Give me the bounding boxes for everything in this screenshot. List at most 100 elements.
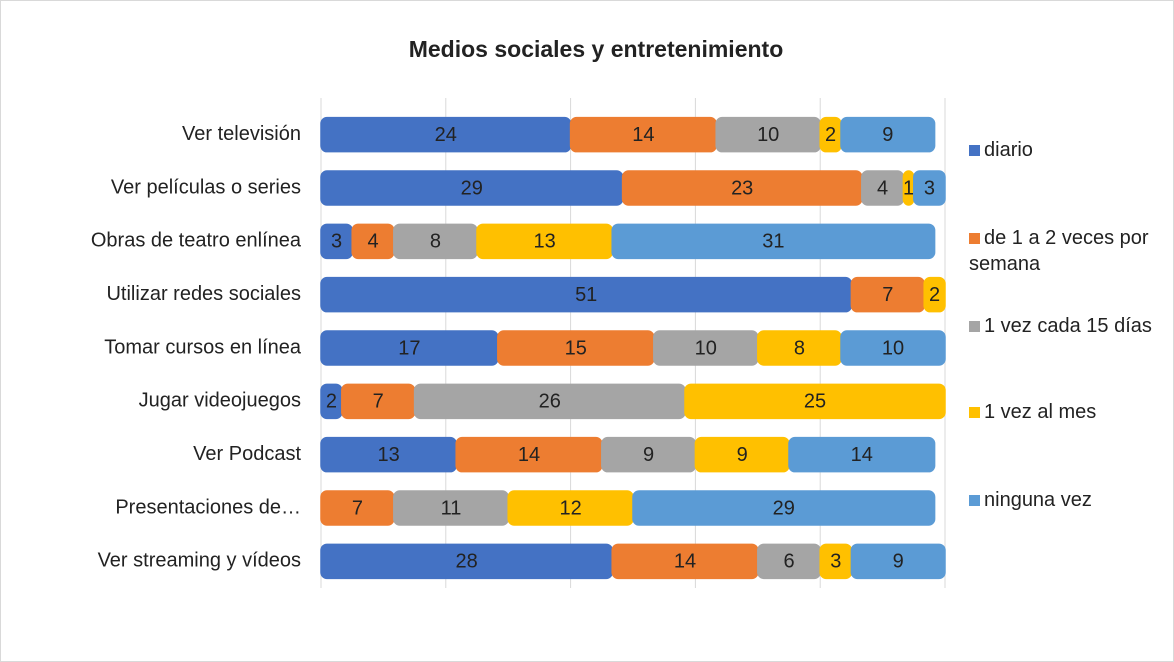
bar-shade <box>321 331 498 365</box>
bar-shade <box>757 544 821 579</box>
value-label: 51 <box>575 284 597 306</box>
value-label: 29 <box>773 497 795 519</box>
legend-item: de 1 a 2 veces por semana <box>969 225 1154 277</box>
value-label: 4 <box>877 177 888 199</box>
value-label: 2 <box>929 284 940 306</box>
legend-label: diario <box>984 139 1033 161</box>
legend-label: ninguna vez <box>984 489 1092 511</box>
category-label: Tomar cursos en línea <box>104 336 302 358</box>
value-label: 3 <box>830 551 841 573</box>
legend-item: diario <box>969 137 1154 163</box>
legend-label: de 1 a 2 veces por semana <box>969 227 1149 275</box>
bar-shade <box>321 384 342 419</box>
category-label: Jugar videojuegos <box>139 390 301 412</box>
value-label: 26 <box>539 391 561 413</box>
bar-shade <box>820 544 852 579</box>
bar-shade <box>321 117 571 152</box>
category-label: Ver Podcast <box>193 443 301 465</box>
chart-title: Medios sociales y entretenimiento <box>409 36 784 62</box>
category-label: Obras de teatro enlínea <box>91 230 302 252</box>
legend-label: 1 vez cada 15 días <box>984 315 1152 337</box>
bar-shade <box>757 331 841 365</box>
bar-shade <box>913 171 945 205</box>
bar-shade <box>508 491 633 525</box>
bar-shade <box>841 117 935 152</box>
value-label: 3 <box>331 231 342 253</box>
value-label: 14 <box>674 551 696 573</box>
bar-shade <box>393 491 509 525</box>
bar-shade <box>321 277 852 312</box>
bar-shade <box>633 491 935 525</box>
value-label: 24 <box>435 124 457 146</box>
value-label: 9 <box>643 444 654 466</box>
bar-shade <box>570 117 717 152</box>
value-label: 28 <box>455 551 477 573</box>
bar-shade <box>653 331 758 365</box>
bar-shade <box>341 384 415 419</box>
value-label: 12 <box>559 497 581 519</box>
value-label: 10 <box>695 337 717 359</box>
value-label: 8 <box>794 337 805 359</box>
value-label: 14 <box>518 444 540 466</box>
value-label: 3 <box>924 177 935 199</box>
bar-shade <box>841 331 945 365</box>
category-label: Utilizar redes sociales <box>106 283 301 305</box>
category-label: Ver películas o series <box>111 176 301 198</box>
value-label: 13 <box>533 231 555 253</box>
bar-shade <box>414 384 685 419</box>
bar-shade <box>820 117 841 152</box>
value-label: 14 <box>851 444 873 466</box>
legend-item: 1 vez cada 15 días <box>969 313 1154 339</box>
bar-shade <box>612 224 935 259</box>
bar-shade <box>601 437 696 472</box>
bar-shade <box>497 331 654 365</box>
value-label: 1 <box>903 177 914 199</box>
value-label: 11 <box>441 497 462 519</box>
value-label: 2 <box>825 124 836 146</box>
legend-swatch <box>969 321 980 332</box>
category-label: Ver streaming y vídeos <box>98 550 301 572</box>
bar-shade <box>622 171 862 205</box>
bar-shade <box>321 437 457 472</box>
value-label: 15 <box>565 337 587 359</box>
bar-shade <box>851 277 925 312</box>
bar-shade <box>321 224 353 259</box>
legend-swatch <box>969 145 980 156</box>
value-label: 31 <box>762 231 784 253</box>
bar-shade <box>393 224 477 259</box>
value-label: 8 <box>430 231 441 253</box>
bar-shade <box>352 224 394 259</box>
value-label: 7 <box>882 284 893 306</box>
bar-shade <box>924 277 945 312</box>
legend-item: ninguna vez <box>969 487 1154 513</box>
legend-swatch <box>969 407 980 418</box>
value-label: 10 <box>757 124 779 146</box>
bar-shade <box>612 544 758 579</box>
value-label: 25 <box>804 391 826 413</box>
bar-shade <box>789 437 935 472</box>
bar-shade <box>851 544 945 579</box>
value-label: 7 <box>352 497 363 519</box>
value-label: 9 <box>893 551 904 573</box>
value-label: 9 <box>882 124 893 146</box>
value-label: 10 <box>882 337 904 359</box>
bar-shade <box>456 437 602 472</box>
value-label: 9 <box>737 444 748 466</box>
value-label: 4 <box>367 231 378 253</box>
legend-swatch <box>969 495 980 506</box>
value-label: 2 <box>326 391 337 413</box>
bar-shade <box>695 437 789 472</box>
bar-shade <box>321 491 394 525</box>
value-label: 23 <box>731 177 753 199</box>
legend-item: 1 vez al mes <box>969 399 1154 425</box>
category-label: Ver televisión <box>182 123 301 145</box>
value-label: 13 <box>377 444 399 466</box>
value-label: 6 <box>783 551 794 573</box>
bar-shade <box>477 224 613 259</box>
bar-shade <box>321 171 623 205</box>
value-label: 14 <box>632 124 654 146</box>
bar-shade <box>716 117 821 152</box>
value-label: 29 <box>461 177 483 199</box>
